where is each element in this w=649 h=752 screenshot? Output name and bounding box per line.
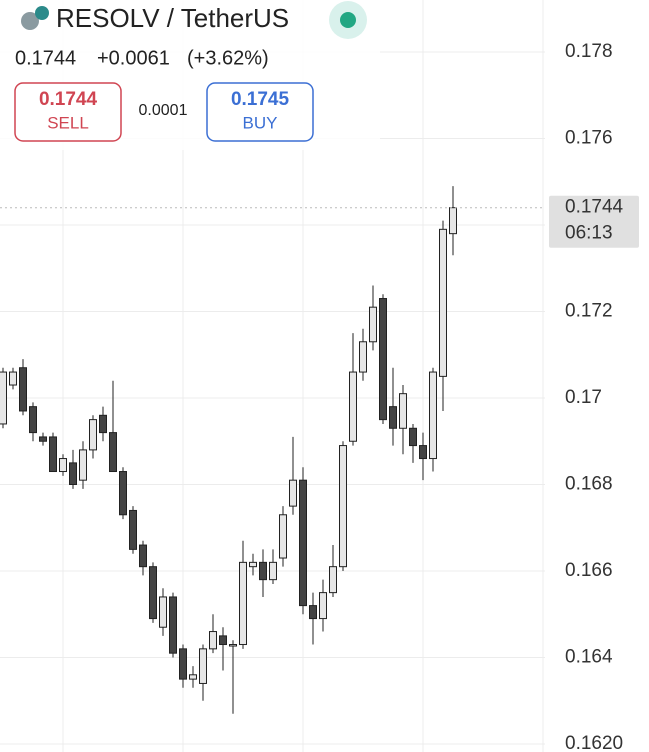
candle-body [29, 406, 37, 434]
candle-body [229, 644, 237, 647]
candle-body [139, 544, 147, 568]
candle-body [409, 427, 417, 447]
change: +0.0061 [97, 47, 170, 69]
y-tick-label: 0.1620 [565, 733, 623, 752]
candle-body [79, 449, 87, 481]
candle-body [219, 635, 227, 646]
change-percent: (+3.62%) [187, 47, 269, 69]
last-price-label: 0.1744 [565, 197, 624, 218]
price-axis: 0.16200.1640.1660.1680.170.1720.1740.176… [549, 41, 639, 752]
sell-price: 0.1744 [39, 89, 98, 110]
candle-body [209, 631, 217, 650]
candle-body [69, 462, 77, 485]
candle-body [249, 561, 257, 568]
candle-body [99, 414, 107, 434]
status-dot [340, 12, 356, 28]
candle-body [149, 566, 157, 620]
y-tick-label: 0.166 [565, 560, 613, 581]
candle-body [169, 596, 177, 654]
candle-body [289, 479, 297, 507]
candle-body [319, 592, 327, 620]
candle-body [429, 371, 437, 460]
candles [0, 186, 545, 714]
candle-body [379, 298, 387, 421]
candle-body [199, 648, 207, 684]
spread: 0.0001 [139, 102, 188, 119]
candle-body [19, 367, 27, 412]
candle-body [179, 648, 187, 680]
exchange-icon [35, 6, 49, 20]
candle-body [9, 371, 17, 386]
y-tick-label: 0.17 [565, 387, 602, 408]
candle-body [339, 445, 347, 568]
candle-body [279, 514, 287, 559]
candle-body [259, 561, 267, 581]
candle-body [329, 566, 337, 594]
candle-body [359, 341, 367, 373]
coin-icon [21, 12, 39, 30]
price: 0.1744 [15, 47, 76, 69]
candle-body [189, 674, 197, 680]
candle-body [309, 605, 317, 620]
candle-body [119, 471, 127, 516]
candle-body [159, 596, 167, 628]
candle-body [49, 436, 57, 473]
y-tick-label: 0.164 [565, 647, 613, 668]
candle-body [299, 479, 307, 607]
buy-button[interactable] [206, 82, 314, 142]
last-price-box [549, 195, 639, 248]
y-tick-label: 0.172 [565, 301, 613, 322]
sell-label: SELL [47, 113, 89, 132]
candle-body [399, 393, 407, 429]
y-tick-label: 0.178 [565, 41, 613, 62]
candle-body [269, 561, 277, 581]
candle-body [439, 228, 447, 377]
candle-body [39, 436, 47, 442]
candle-body [239, 561, 247, 646]
candle-body [109, 432, 117, 473]
y-tick-label: 0.176 [565, 128, 613, 149]
candle-body [389, 406, 397, 429]
candle-body [59, 458, 67, 473]
candle-body [129, 509, 137, 550]
buy-price: 0.1745 [231, 89, 290, 110]
sell-button[interactable] [14, 82, 122, 142]
buy-label: BUY [243, 113, 278, 132]
countdown: 06:13 [565, 223, 613, 244]
header: RESOLV / TetherUS 0.1744 +0.0061 (+3.62%… [0, 0, 380, 150]
candle-body [89, 419, 97, 451]
candle-body [449, 207, 457, 235]
candle-body [0, 371, 7, 425]
symbol: RESOLV / TetherUS [56, 3, 289, 33]
candle-body [369, 306, 377, 343]
y-tick-label: 0.168 [565, 474, 613, 495]
candle-body [349, 371, 357, 442]
candle-body [419, 445, 427, 460]
